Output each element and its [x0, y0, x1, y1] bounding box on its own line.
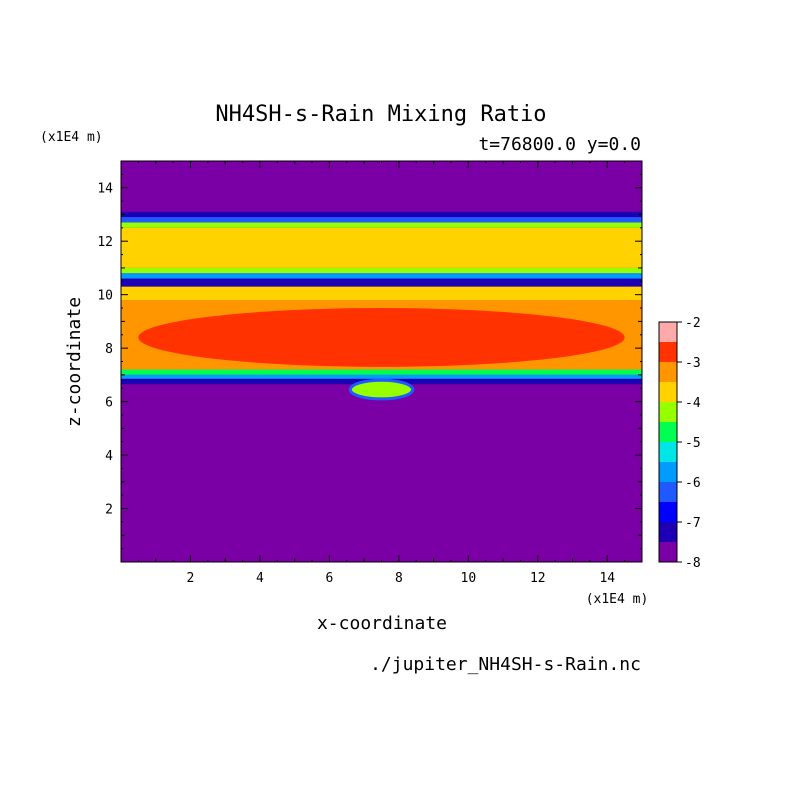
y-tick-label: 8: [105, 342, 113, 357]
y-axis-label: z-coordinate: [64, 297, 85, 427]
colorbar-label: -8: [685, 556, 701, 571]
heatmap-band: [121, 369, 642, 375]
y-tick-label: 10: [97, 289, 113, 304]
heatmap-band: [121, 286, 642, 301]
colorbar-swatch: [659, 522, 677, 542]
x-tick-label: 10: [461, 571, 477, 586]
heatmap-band: [121, 211, 642, 218]
x-unit-label: (x1E4 m): [586, 592, 649, 607]
colorbar-label: -7: [685, 516, 701, 531]
x-tick-label: 4: [256, 571, 264, 586]
y-unit-label: (x1E4 m): [40, 130, 103, 145]
chart-subtitle: t=76800.0 y=0.0: [478, 134, 641, 155]
colorbar-swatch: [659, 442, 677, 462]
x-tick-label: 14: [599, 571, 615, 586]
x-axis-label: x-coordinate: [317, 613, 447, 634]
colorbar-swatch: [659, 422, 677, 442]
colorbar: -8 -7 -6 -5 -4 -3 -2: [658, 316, 701, 571]
heatmap-band: [121, 374, 642, 379]
heatmap-band: [121, 227, 642, 268]
colorbar-label: -5: [685, 436, 701, 451]
x-tick-label: 2: [187, 571, 195, 586]
x-tick-label: 12: [530, 571, 546, 586]
colorbar-swatch: [659, 502, 677, 522]
colorbar-label: -2: [685, 316, 701, 331]
x-tick-label: 8: [395, 571, 403, 586]
colorbar-label: -4: [685, 396, 701, 411]
heatmap-core: [138, 308, 625, 367]
colorbar-swatch: [659, 362, 677, 382]
chart-title: NH4SH-s-Rain Mixing Ratio: [215, 102, 546, 127]
colorbar-swatch: [659, 482, 677, 502]
heatmap-band: [121, 273, 642, 279]
colorbar-swatch: [659, 382, 677, 402]
colorbar-label: -3: [685, 356, 701, 371]
colorbar-swatch: [659, 402, 677, 422]
source-file-label: ./jupiter_NH4SH-s-Rain.nc: [370, 654, 641, 675]
heatmap-bubble: [348, 378, 415, 401]
heatmap-band: [121, 267, 642, 274]
plot-area: [121, 161, 642, 562]
y-tick-label: 2: [105, 503, 113, 518]
x-tick-label: 6: [325, 571, 333, 586]
y-tick-label: 14: [97, 182, 113, 197]
y-tick-label: 4: [105, 449, 113, 464]
heatmap-band: [121, 222, 642, 228]
colorbar-label: -6: [685, 476, 701, 491]
colorbar-swatch: [659, 322, 677, 342]
axes: 2 4 6 8 10 12 14 2 4 6 8 10 12 14: [97, 160, 643, 586]
colorbar-swatch: [659, 342, 677, 362]
colorbar-swatch: [659, 462, 677, 482]
heatmap-band: [121, 217, 642, 223]
y-tick-label: 6: [105, 396, 113, 411]
colorbar-swatch: [659, 542, 677, 562]
y-tick-label: 12: [97, 235, 113, 250]
heatmap-band: [121, 278, 642, 287]
